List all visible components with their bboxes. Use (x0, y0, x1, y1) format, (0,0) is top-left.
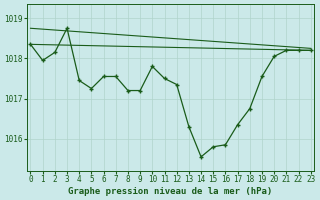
X-axis label: Graphe pression niveau de la mer (hPa): Graphe pression niveau de la mer (hPa) (68, 187, 273, 196)
